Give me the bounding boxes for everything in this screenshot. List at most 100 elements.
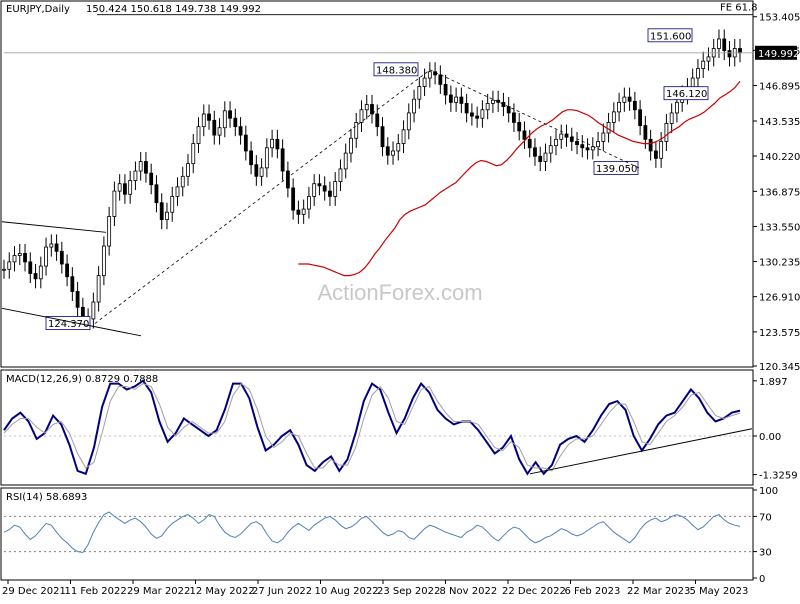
candle-body	[701, 60, 706, 69]
x-tick-label: 8 Nov 2022	[440, 586, 498, 597]
price-tick-label: 133.550	[759, 222, 800, 233]
rsi-tick-label: 100	[759, 486, 778, 497]
candle-body	[296, 209, 301, 215]
candle-body	[622, 96, 627, 103]
candle-body	[322, 185, 327, 192]
candle-body	[212, 119, 217, 136]
x-tick-label: 5 May 2023	[690, 586, 749, 597]
candle-body	[475, 115, 480, 119]
price-tick-label: 146.895	[759, 82, 800, 93]
candle-body	[7, 261, 12, 270]
candle-body	[559, 133, 564, 140]
candle-body	[307, 195, 311, 210]
candle-body	[401, 129, 406, 144]
x-tick-label: 29 Mar 2022	[127, 586, 190, 597]
candle-body	[648, 138, 653, 152]
candle-body	[512, 112, 516, 123]
candle-body	[91, 301, 96, 320]
candle-body	[491, 99, 495, 104]
candle-body	[112, 190, 117, 217]
candle-body	[201, 113, 206, 128]
chart-symbol: EURJPY,Daily	[6, 4, 70, 15]
candle-body	[527, 138, 532, 149]
candle-body	[480, 109, 485, 119]
candle-body	[54, 243, 59, 252]
candle-body	[359, 109, 364, 123]
candle-body	[291, 187, 296, 211]
candle-body	[138, 161, 143, 172]
candle-body	[186, 163, 190, 177]
candle-body	[175, 186, 180, 197]
candle-body	[243, 134, 248, 152]
x-tick-label: 27 Jun 2022	[252, 586, 312, 597]
candle-body	[433, 71, 437, 76]
axis-layer: 153.405150.225146.895143.535140.220136.8…	[2, 13, 800, 597]
candle-body	[370, 104, 374, 115]
candle-body	[575, 141, 579, 146]
candle-body	[23, 253, 27, 263]
candle-body	[722, 38, 727, 51]
candle-body	[427, 71, 432, 79]
price-annotation-box	[663, 86, 709, 101]
candle-body	[443, 84, 448, 96]
last-price-label: 149.992	[758, 49, 799, 60]
candle-body	[28, 261, 33, 274]
candle-body	[107, 216, 112, 247]
candle-body	[501, 101, 506, 107]
macd-tick-label: 0.00	[759, 432, 781, 443]
candle-body	[448, 94, 453, 103]
rsi-panel-frame	[0, 487, 754, 581]
candle-body	[517, 122, 522, 132]
price-annotation-box	[647, 28, 693, 43]
candle-body	[123, 183, 127, 195]
candle-body	[12, 255, 17, 263]
candle-body	[533, 147, 537, 157]
macd-layer	[3, 379, 753, 476]
candle-body	[165, 211, 169, 221]
candle-body	[96, 275, 101, 303]
candle-body	[349, 137, 353, 154]
price-tick-label: 126.910	[759, 293, 800, 304]
candle-body	[70, 276, 75, 292]
price-tick-label: 123.575	[759, 328, 800, 339]
candle-body	[264, 147, 269, 169]
candle-body	[417, 86, 422, 100]
candle-body	[280, 148, 285, 172]
candle-body	[632, 100, 637, 111]
price-layer: FE 61.8 124.370 148.380 139.050 146.120 151.6…	[1, 3, 758, 337]
candle-body	[543, 152, 548, 162]
candle-body	[254, 164, 259, 177]
price-tick-label: 143.535	[759, 117, 800, 128]
candle-body	[101, 245, 106, 277]
rsi-tick-label: 70	[759, 512, 772, 523]
candle-body	[580, 144, 585, 149]
candle-body	[233, 117, 238, 128]
candle-body	[59, 250, 64, 265]
candle-body	[438, 74, 443, 85]
candle-body	[643, 125, 648, 140]
candle-body	[354, 122, 359, 139]
x-tick-label: 23 Sep 2022	[377, 586, 440, 597]
candle-body	[601, 132, 606, 142]
candle-body	[17, 253, 22, 256]
candle-body	[690, 77, 695, 88]
candle-body	[170, 195, 175, 213]
candle-body	[301, 208, 306, 215]
price-tick-label: 140.220	[759, 152, 800, 163]
candle-body	[259, 167, 264, 177]
candle-body	[569, 136, 574, 142]
price-panel-frame	[0, 0, 754, 368]
macd-trendline	[529, 428, 753, 475]
x-tick-label: 22 Mar 2023	[627, 586, 690, 597]
candle-body	[717, 38, 721, 49]
channel-lower-line	[1, 307, 142, 337]
candle-body	[454, 96, 459, 103]
candle-body	[469, 112, 474, 117]
candle-body	[706, 56, 711, 62]
candle-body	[249, 150, 253, 166]
price-tick-label: 120.345	[759, 362, 800, 373]
rsi-line	[3, 511, 741, 554]
candle-body	[207, 113, 211, 121]
x-tick-label: 22 Dec 2022	[502, 586, 566, 597]
